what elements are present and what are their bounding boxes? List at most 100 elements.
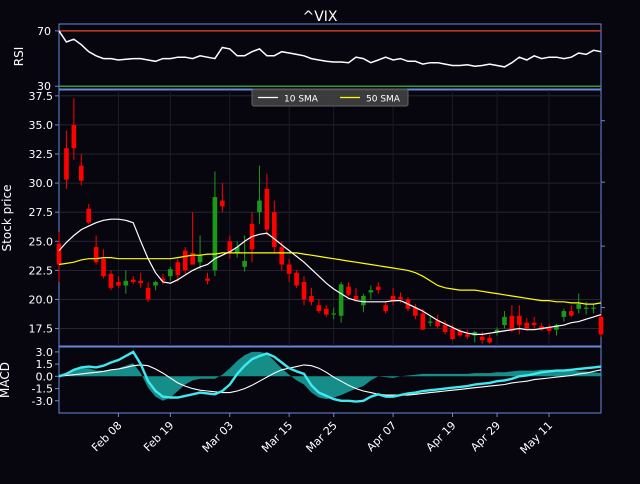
x-tick-label: Mar 03 — [200, 419, 236, 455]
candle-up — [212, 197, 218, 271]
price-ytick-label: 32.5 — [29, 148, 54, 161]
candle-down — [130, 279, 136, 282]
x-tick-label: Feb 19 — [141, 419, 176, 454]
candle-down — [160, 278, 166, 281]
candle-down — [294, 272, 299, 286]
macd-signal-line — [58, 364, 602, 396]
candle-down — [450, 328, 455, 340]
macd-line — [58, 350, 602, 403]
candle-down — [64, 148, 69, 180]
macd-ytick-label: 0.0 — [36, 370, 54, 383]
candle-down — [383, 305, 388, 312]
sma50-line — [58, 252, 602, 305]
candle-down — [71, 124, 77, 149]
candle-down — [375, 286, 381, 291]
price-ytick-label: 17.5 — [29, 323, 54, 336]
x-tick-label: Mar 25 — [304, 419, 340, 455]
price-ylabel: Stock price — [0, 185, 14, 252]
candle-down — [108, 273, 114, 288]
x-tick-label: May 11 — [517, 419, 555, 457]
candle-down — [465, 334, 470, 337]
candle-down — [205, 278, 210, 281]
candle-up — [576, 304, 582, 309]
candle-up — [361, 295, 366, 306]
rsi-ytick-label: 30 — [37, 80, 51, 93]
candle-down — [390, 295, 396, 302]
candle-down — [531, 322, 537, 326]
candle-down — [435, 320, 440, 327]
rsi-panel-frame — [58, 23, 602, 90]
candle-down — [316, 305, 322, 312]
candle-up — [368, 290, 374, 293]
macd-ytick-label: -3.0 — [32, 395, 53, 408]
candle-up — [234, 247, 240, 253]
x-tick-label: Feb 08 — [89, 419, 124, 454]
candle-down — [323, 308, 329, 315]
macd-ytick-label: 3.0 — [36, 346, 54, 359]
chart-title: ^VIX — [302, 9, 337, 25]
candle-down — [479, 336, 485, 341]
candle-down — [272, 212, 277, 248]
candle-down — [524, 322, 530, 329]
candle-down — [116, 282, 121, 286]
price-ytick-label: 22.5 — [29, 264, 54, 277]
candle-up — [257, 200, 262, 213]
price-panel-frame — [58, 89, 602, 347]
candle-up — [583, 307, 589, 309]
candle-down — [175, 262, 181, 276]
candle-down — [346, 286, 351, 295]
x-tick-label: Mar 15 — [259, 419, 295, 455]
macd-ytick-label: 1.5 — [36, 358, 54, 371]
candle-down — [301, 282, 307, 300]
macd-ytick-label: -1.5 — [32, 383, 53, 396]
candle-up — [338, 284, 344, 316]
candle-up — [427, 321, 433, 323]
candle-down — [442, 325, 448, 333]
candle-down — [353, 295, 359, 300]
price-ytick-label: 20.0 — [29, 293, 54, 306]
candle-down — [398, 297, 403, 300]
price-ytick-label: 37.5 — [29, 90, 54, 103]
candle-down — [78, 165, 84, 181]
price-ytick-label: 35.0 — [29, 119, 54, 132]
candle-up — [494, 329, 500, 333]
candle-up — [591, 307, 596, 309]
candle-down — [279, 247, 285, 265]
candle-down — [145, 287, 151, 300]
rsi-ylabel: RSI — [12, 47, 26, 67]
candle-up — [331, 313, 337, 315]
rsi-ytick-label: 70 — [37, 25, 51, 38]
legend-box — [251, 88, 409, 107]
candle-down — [420, 313, 426, 330]
candle-down — [264, 188, 270, 230]
candle-up — [197, 255, 203, 263]
candle-up — [561, 311, 567, 317]
candle-down — [457, 330, 463, 336]
price-ytick-label: 25.0 — [29, 235, 54, 248]
rsi-line — [58, 30, 602, 68]
candle-down — [487, 337, 492, 343]
legend-label: 10 SMA — [284, 95, 319, 105]
sma10-line — [58, 218, 602, 335]
candle-up — [123, 280, 129, 286]
candle-down — [413, 307, 418, 316]
candle-down — [598, 316, 604, 335]
candle-down — [190, 252, 195, 265]
x-tick-label: Apr 19 — [424, 419, 459, 454]
candle-down — [56, 243, 62, 265]
candle-up — [242, 261, 247, 267]
candle-down — [86, 208, 92, 223]
candle-down — [220, 200, 225, 207]
legend-label: 50 SMA — [366, 95, 401, 105]
macd-ylabel: MACD — [0, 362, 12, 398]
candle-down — [309, 295, 314, 302]
x-tick-label: Apr 07 — [364, 419, 399, 454]
candle-up — [153, 282, 158, 286]
candle-down — [138, 280, 143, 284]
candle-down — [93, 247, 99, 263]
candle-down — [286, 264, 292, 274]
candle-down — [101, 258, 106, 277]
candle-down — [517, 315, 522, 326]
candle-up — [168, 269, 173, 277]
